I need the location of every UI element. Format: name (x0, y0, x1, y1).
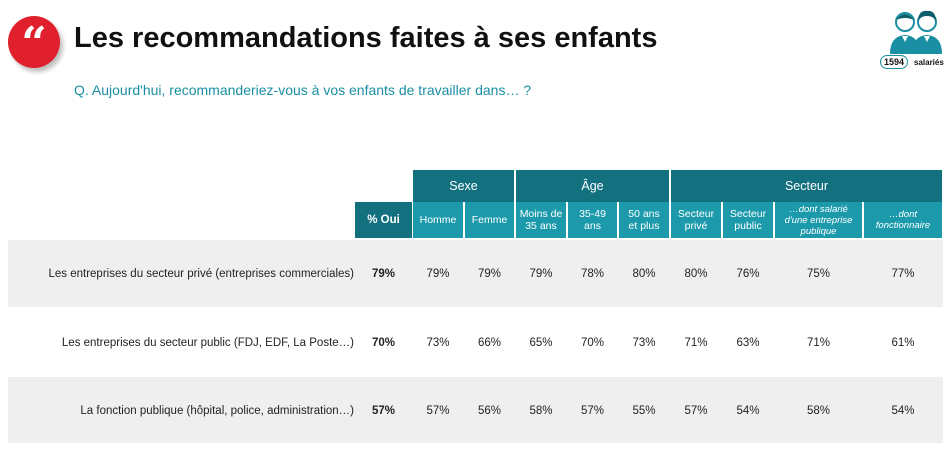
table-cell: 57% (426, 404, 450, 417)
oui-value: 70% (371, 336, 396, 349)
column-header-femme: Femme (464, 202, 515, 238)
column-header-line1: Homme (419, 214, 457, 226)
table-cell: 75% (806, 267, 831, 280)
table-row-background (8, 240, 943, 307)
column-header-line2: fonctionnaire (875, 220, 931, 231)
table-cell: 58% (806, 404, 831, 417)
column-header-line2: d'une entreprise publique (784, 214, 853, 237)
table-cell: 54% (891, 404, 915, 417)
table-cell: 58% (529, 404, 553, 417)
table-cell: 55% (632, 404, 656, 417)
table-cell: 54% (736, 404, 760, 417)
column-header-line1: …dont (889, 209, 917, 220)
table-cell: 71% (806, 336, 831, 349)
column-header-fonctionnaire: …dont fonctionnaire (863, 202, 943, 238)
sample-count: 1594 (880, 55, 909, 69)
column-header-line2: ans (584, 220, 601, 232)
table-cell: 77% (891, 267, 915, 280)
sample-size-badge: 1594 salariés (880, 8, 946, 72)
column-header-line1: …dont salarié (789, 203, 848, 215)
column-header-moins-35: Moins de 35 ans (515, 202, 567, 238)
people-icon (890, 10, 942, 54)
column-header-line1: Secteur (729, 208, 767, 220)
table-cell: 66% (477, 336, 502, 349)
row-label: Les entreprises du secteur privé (entrep… (48, 267, 354, 280)
table-cell: 78% (580, 267, 605, 280)
table-cell: 57% (684, 404, 708, 417)
table-cell: 71% (684, 336, 708, 349)
column-header-secteur-public: Secteur public (722, 202, 774, 238)
table-cell: 79% (529, 267, 553, 280)
column-header-line2: public (734, 220, 762, 232)
table-cell: 63% (736, 336, 760, 349)
group-header-age: Âge (515, 170, 670, 202)
quote-icon: “ (8, 16, 60, 69)
column-header-line2: et plus (628, 220, 660, 232)
table-cell: 73% (426, 336, 450, 349)
column-header-entreprise-publique: …dont salarié d'une entreprise publique (774, 202, 863, 238)
column-header-line1: Femme (471, 214, 508, 226)
table-cell: 56% (477, 404, 502, 417)
column-header-line2: 35 ans (525, 220, 557, 232)
column-header-line1: 50 ans (628, 208, 660, 220)
column-header-homme: Homme (412, 202, 464, 238)
column-header-50-plus: 50 ans et plus (618, 202, 670, 238)
quote-glyph: “ (21, 18, 47, 69)
page-title: Les recommandations faites à ses enfants (74, 22, 658, 54)
column-header-35-49: 35-49 ans (567, 202, 618, 238)
table-cell: 80% (684, 267, 708, 280)
oui-value: 57% (371, 404, 396, 417)
column-header-line1: 35-49 (579, 208, 606, 220)
table-row-background (8, 377, 943, 443)
question-text: Q. Aujourd'hui, recommanderiez-vous à vo… (74, 82, 532, 98)
group-header-sexe: Sexe (412, 170, 515, 202)
row-label: Les entreprises du secteur public (FDJ, … (61, 336, 354, 349)
sample-unit: salariés (914, 58, 944, 67)
table-cell: 57% (580, 404, 605, 417)
table-cell: 70% (580, 336, 605, 349)
column-header-line1: Secteur (677, 208, 715, 220)
table-cell: 80% (632, 267, 656, 280)
table-cell: 73% (632, 336, 656, 349)
table-cell: 79% (477, 267, 502, 280)
table-cell: 79% (426, 267, 450, 280)
oui-value: 79% (371, 267, 396, 280)
column-header-line2: privé (684, 220, 708, 232)
table-cell: 76% (736, 267, 760, 280)
group-header-secteur: Secteur (670, 170, 943, 202)
column-header-secteur-prive: Secteur privé (670, 202, 722, 238)
table-cell: 61% (891, 336, 915, 349)
row-label: La fonction publique (hôpital, police, a… (80, 404, 354, 417)
column-header-line1: Moins de (519, 208, 563, 220)
oui-column-header: % Oui (355, 202, 412, 238)
table-cell: 65% (529, 336, 553, 349)
